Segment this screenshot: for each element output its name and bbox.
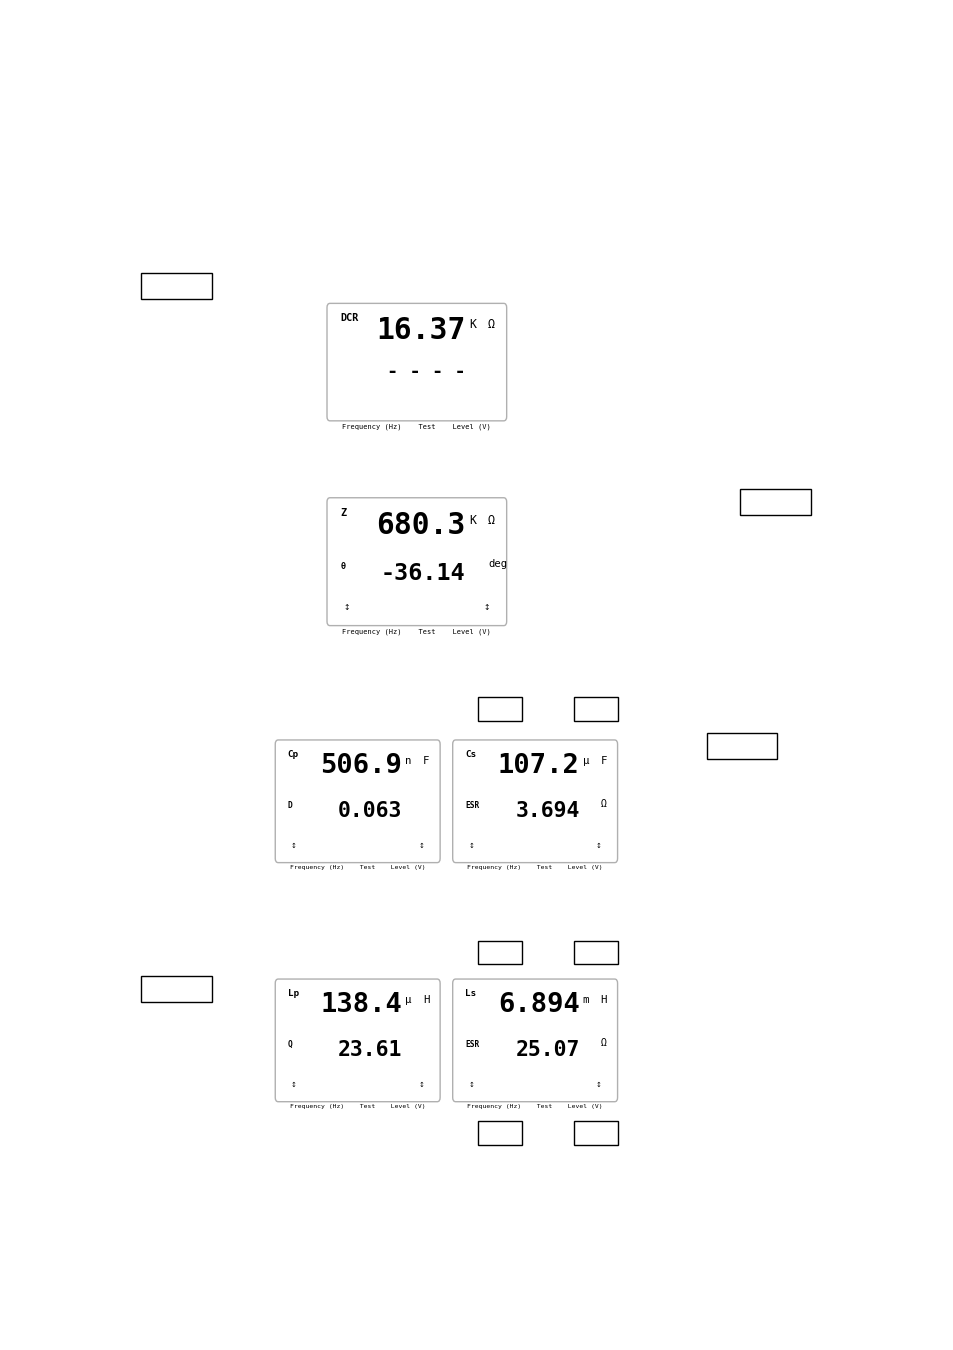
Text: ↕: ↕ [596, 1083, 601, 1088]
Text: Frequency (Hz)    Test    Level (V): Frequency (Hz) Test Level (V) [342, 424, 491, 429]
Text: - - - -: - - - - [386, 362, 465, 381]
FancyBboxPatch shape [327, 498, 506, 625]
Text: Cp: Cp [288, 749, 298, 759]
Text: n: n [405, 756, 412, 765]
Text: ESR: ESR [465, 802, 479, 810]
Text: deg: deg [488, 559, 507, 570]
Text: ↕: ↕ [343, 603, 350, 612]
Text: DCR: DCR [340, 313, 358, 323]
Text: D: D [288, 802, 293, 810]
Text: ↕: ↕ [483, 603, 489, 612]
FancyBboxPatch shape [141, 976, 212, 1002]
Text: Ω: Ω [599, 799, 605, 809]
Text: F: F [422, 756, 429, 765]
Text: ↕: ↕ [468, 844, 474, 849]
Text: ↕: ↕ [468, 1083, 474, 1088]
Text: -36.14: -36.14 [380, 562, 465, 585]
Text: ESR: ESR [465, 1041, 479, 1049]
Text: 6.894: 6.894 [497, 992, 579, 1018]
FancyBboxPatch shape [706, 733, 777, 759]
Text: H: H [599, 995, 606, 1004]
Text: Frequency (Hz)    Test    Level (V): Frequency (Hz) Test Level (V) [290, 1104, 425, 1110]
FancyBboxPatch shape [574, 698, 618, 721]
Text: ↕: ↕ [418, 844, 424, 849]
FancyBboxPatch shape [477, 941, 521, 964]
Text: 680.3: 680.3 [375, 512, 465, 540]
Text: 0.063: 0.063 [337, 802, 402, 821]
FancyBboxPatch shape [275, 979, 439, 1102]
Text: Frequency (Hz)    Test    Level (V): Frequency (Hz) Test Level (V) [342, 629, 491, 634]
FancyBboxPatch shape [453, 979, 617, 1102]
FancyBboxPatch shape [574, 1122, 618, 1145]
Text: F: F [599, 756, 606, 765]
Text: K: K [469, 319, 476, 332]
Text: Frequency (Hz)    Test    Level (V): Frequency (Hz) Test Level (V) [467, 1104, 602, 1110]
Text: Z: Z [340, 508, 346, 518]
FancyBboxPatch shape [453, 740, 617, 863]
Text: Ω: Ω [488, 514, 495, 526]
Text: H: H [422, 995, 429, 1004]
Text: 23.61: 23.61 [337, 1041, 402, 1060]
FancyBboxPatch shape [740, 490, 810, 516]
Text: Cs: Cs [465, 749, 476, 759]
Text: Frequency (Hz)    Test    Level (V): Frequency (Hz) Test Level (V) [467, 865, 602, 871]
Text: Q: Q [288, 1041, 293, 1049]
Text: ↕: ↕ [291, 844, 296, 849]
Text: 138.4: 138.4 [320, 992, 402, 1018]
Text: Ls: Ls [465, 990, 476, 998]
FancyBboxPatch shape [477, 698, 521, 721]
Text: Ω: Ω [488, 319, 495, 332]
Text: 506.9: 506.9 [320, 753, 402, 779]
Text: Lp: Lp [288, 990, 298, 998]
Text: Ω: Ω [599, 1038, 605, 1048]
Text: ↕: ↕ [418, 1083, 424, 1088]
FancyBboxPatch shape [275, 740, 439, 863]
FancyBboxPatch shape [574, 941, 618, 964]
Text: m: m [582, 995, 589, 1004]
Text: 3.694: 3.694 [515, 802, 579, 821]
Text: 16.37: 16.37 [375, 316, 465, 346]
Text: 107.2: 107.2 [497, 753, 579, 779]
FancyBboxPatch shape [327, 304, 506, 421]
Text: μ: μ [405, 995, 412, 1004]
Text: K: K [469, 514, 476, 526]
FancyBboxPatch shape [141, 273, 212, 300]
Text: θ: θ [340, 562, 345, 571]
Text: Frequency (Hz)    Test    Level (V): Frequency (Hz) Test Level (V) [290, 865, 425, 871]
Text: μ: μ [582, 756, 589, 765]
Text: 25.07: 25.07 [515, 1041, 579, 1060]
Text: ↕: ↕ [596, 844, 601, 849]
FancyBboxPatch shape [477, 1122, 521, 1145]
Text: ↕: ↕ [291, 1083, 296, 1088]
